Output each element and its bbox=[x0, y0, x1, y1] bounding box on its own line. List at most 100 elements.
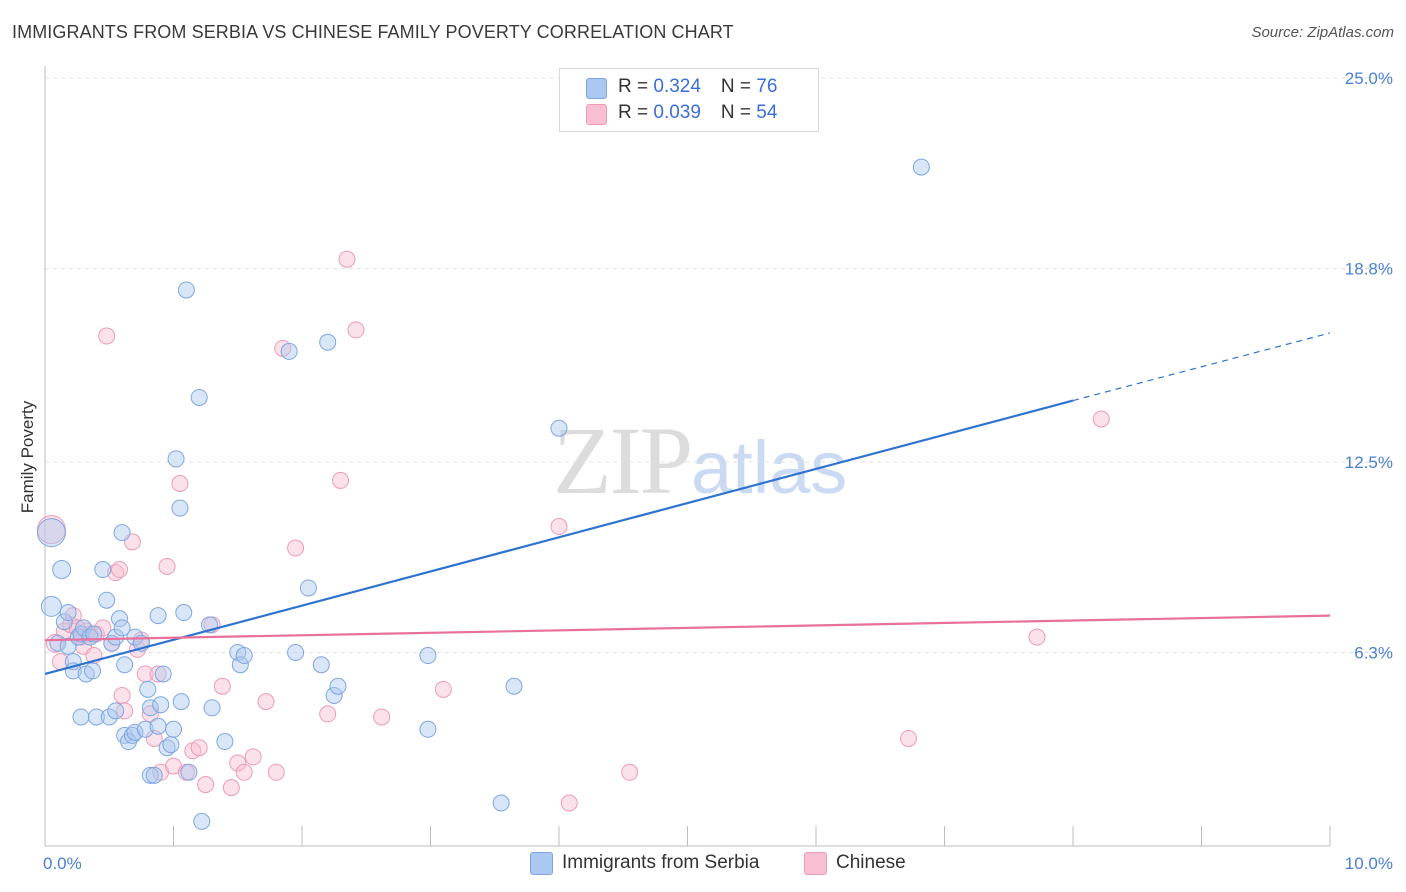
chinese-point bbox=[98, 327, 116, 345]
legend-chinese-r-value: 0.039 bbox=[653, 102, 701, 123]
chinese-point bbox=[332, 471, 350, 489]
legend-chinese-n-value: 54 bbox=[756, 102, 778, 123]
serbia-point bbox=[94, 561, 112, 579]
serbia-point bbox=[419, 720, 437, 738]
serbia-point bbox=[175, 604, 193, 622]
serbia-point bbox=[152, 696, 170, 714]
chinese-point bbox=[190, 739, 208, 757]
grid-lines bbox=[45, 77, 1390, 653]
serbia-point bbox=[84, 662, 102, 680]
axes bbox=[44, 66, 1331, 847]
serbia-point bbox=[87, 708, 105, 726]
serbia-point bbox=[154, 665, 172, 683]
serbia-point bbox=[72, 708, 90, 726]
serbia-point bbox=[149, 607, 167, 625]
serbia-point bbox=[36, 518, 66, 548]
serbia-point bbox=[113, 524, 131, 542]
chinese-point bbox=[373, 708, 391, 726]
serbia-point bbox=[75, 619, 93, 637]
chinese-point bbox=[560, 794, 578, 812]
chinese-point bbox=[171, 475, 189, 493]
serbia-point bbox=[319, 333, 337, 351]
serbia-points bbox=[36, 158, 930, 830]
chinese-point bbox=[257, 693, 275, 711]
y-tick-label: 6.3% bbox=[1354, 643, 1393, 662]
legend-serbia-label: Immigrants from Serbia bbox=[562, 852, 760, 873]
chinese-point bbox=[319, 705, 337, 723]
legend-chinese-text: R = 0.039 N = 54 bbox=[618, 102, 777, 124]
legend-chinese-label: Chinese bbox=[836, 852, 906, 873]
chinese-point bbox=[222, 779, 240, 797]
serbia-point bbox=[171, 499, 189, 517]
serbia-point bbox=[149, 717, 167, 735]
y-tick-label: 18.8% bbox=[1345, 259, 1393, 278]
serbia-point bbox=[190, 388, 208, 406]
y-tick-label: 12.5% bbox=[1345, 453, 1393, 472]
serbia-point bbox=[325, 686, 343, 704]
chinese-point bbox=[1092, 410, 1110, 428]
serbia-point bbox=[280, 342, 298, 360]
chinese-point bbox=[900, 729, 918, 747]
legend-serbia-text: R = 0.324 N = 76 bbox=[618, 76, 777, 98]
legend-serbia-r-label: R = bbox=[618, 76, 654, 97]
serbia-point bbox=[40, 595, 62, 617]
serbia-legend-swatch bbox=[530, 852, 553, 875]
serbia-point bbox=[180, 763, 198, 781]
chinese-point bbox=[235, 763, 253, 781]
serbia-point bbox=[85, 625, 103, 643]
tick-labels: 6.3% 12.5% 18.8% 25.0% 0.0% 10.0% bbox=[43, 69, 1393, 873]
chinese-point bbox=[116, 702, 134, 720]
serbia-point bbox=[113, 619, 131, 637]
serbia-point bbox=[141, 766, 159, 784]
chinese-point bbox=[621, 763, 639, 781]
serbia-point bbox=[329, 677, 347, 695]
trend-lines bbox=[44, 332, 1331, 676]
x-tick-label: 10.0% bbox=[1345, 854, 1393, 873]
serbia-point bbox=[126, 628, 144, 646]
chinese-point bbox=[213, 677, 231, 695]
serbia-point bbox=[193, 812, 211, 830]
chinese-legend-swatch bbox=[804, 852, 827, 875]
legend-serbia-n-label: N = bbox=[720, 76, 757, 97]
chinese-point bbox=[347, 321, 365, 339]
serbia-point bbox=[162, 736, 180, 754]
serbia-point bbox=[59, 604, 77, 622]
serbia-point bbox=[419, 647, 437, 665]
legend-serbia-n-value: 76 bbox=[756, 76, 778, 97]
serbia-trend-extension bbox=[1072, 332, 1331, 402]
chinese-point bbox=[229, 754, 247, 772]
chinese-point bbox=[197, 776, 215, 794]
watermark-zip: ZIP bbox=[553, 407, 693, 514]
x-tick-label: 0.0% bbox=[43, 854, 82, 873]
chinese-point bbox=[1028, 628, 1046, 646]
serbia-point bbox=[177, 281, 195, 299]
chinese-point bbox=[113, 686, 131, 704]
chinese-point bbox=[94, 619, 112, 637]
chinese-point bbox=[244, 748, 262, 766]
serbia-swatch bbox=[586, 78, 607, 99]
serbia-point bbox=[107, 628, 125, 646]
serbia-point bbox=[139, 680, 157, 698]
serbia-point bbox=[172, 693, 190, 711]
serbia-point bbox=[55, 613, 73, 631]
serbia-point bbox=[299, 579, 317, 597]
legend-chinese-r-label: R = bbox=[618, 102, 654, 123]
serbia-point bbox=[141, 699, 159, 717]
chinese-trend-line bbox=[44, 614, 1331, 642]
chinese-point bbox=[287, 539, 305, 557]
serbia-point bbox=[231, 656, 249, 674]
y-tick-label: 25.0% bbox=[1345, 69, 1393, 88]
serbia-point bbox=[505, 677, 523, 695]
chinese-point bbox=[267, 763, 285, 781]
serbia-point bbox=[912, 158, 930, 176]
serbia-point bbox=[235, 647, 253, 665]
serbia-point bbox=[167, 450, 185, 468]
serbia-point bbox=[145, 766, 163, 784]
chinese-point bbox=[338, 250, 356, 268]
correlation-legend: R = 0.324 N = 76 R = 0.039 N = 54 bbox=[559, 68, 819, 132]
chinese-swatch bbox=[586, 104, 607, 125]
serbia-point bbox=[107, 702, 125, 720]
serbia-point bbox=[550, 419, 568, 437]
chinese-points bbox=[36, 250, 1110, 812]
